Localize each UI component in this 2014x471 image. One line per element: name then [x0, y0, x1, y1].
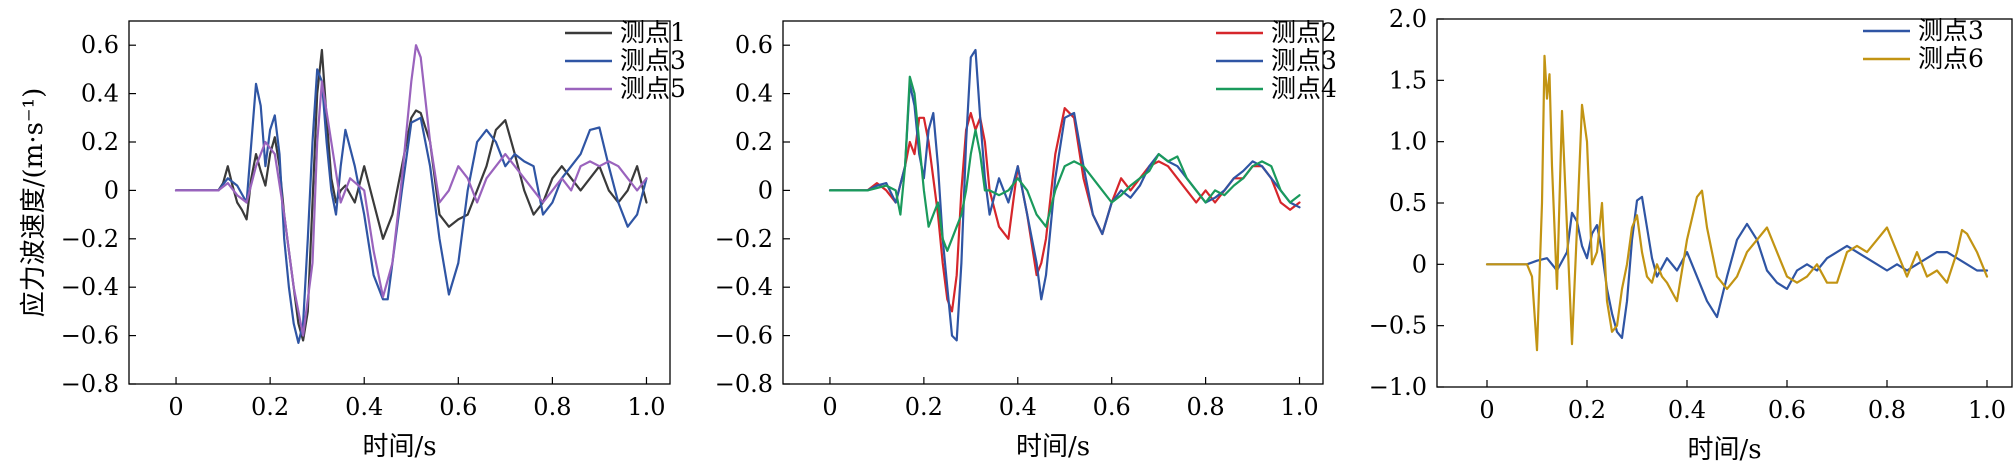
- y-tick-label: 1.5: [1389, 66, 1427, 94]
- x-tick-label: 0.6: [1768, 396, 1806, 424]
- y-tick-label: −0.6: [61, 322, 119, 350]
- legend-label: 测点6: [1918, 44, 1984, 73]
- x-tick-label: 0.6: [1093, 393, 1131, 421]
- x-tick-label: 0: [1479, 396, 1494, 424]
- plot-frame: [1436, 18, 2013, 388]
- y-tick-label: −0.2: [61, 225, 119, 253]
- y-tick-label: −0.4: [61, 273, 119, 301]
- plot-frame: [128, 20, 671, 385]
- y-tick-label: 0.2: [735, 128, 773, 156]
- x-axis-title: 时间/s: [362, 432, 436, 462]
- y-tick-label: −0.6: [715, 322, 773, 350]
- x-tick-label: 0.4: [345, 393, 383, 421]
- series-line: [828, 75, 1301, 252]
- series-line: [174, 68, 648, 344]
- plot-frame: [782, 20, 1324, 385]
- y-tick-label: 0.4: [81, 80, 119, 108]
- legend-label: 测点3: [620, 46, 686, 75]
- chart-panel-1: 0 0.2 0.4 0.6 0.8 1.0 −0.8 −0.6 −0.4 −0.2 0 0.2 0.4 0…: [19, 18, 686, 462]
- legend-label: 测点3: [1271, 46, 1337, 75]
- x-tick-label: 0.2: [1568, 396, 1606, 424]
- y-tick-label: 0: [758, 176, 773, 204]
- x-tick-label: 0: [168, 393, 183, 421]
- legend-label: 测点3: [1918, 16, 1984, 45]
- series-line: [1485, 195, 1989, 339]
- x-tick-label: 0.8: [533, 393, 571, 421]
- y-tick-label: −1.0: [1369, 373, 1427, 401]
- y-tick-label: 0.2: [81, 128, 119, 156]
- y-tick-label: −0.5: [1369, 312, 1427, 340]
- y-tick-label: 0.6: [735, 31, 773, 59]
- y-tick-label: −0.2: [715, 225, 773, 253]
- x-tick-label: 0.6: [439, 393, 477, 421]
- series-line: [174, 44, 648, 337]
- y-tick-label: 0.5: [1389, 189, 1427, 217]
- x-tick-label: 1.0: [1968, 396, 2006, 424]
- x-tick-label: 0: [822, 393, 837, 421]
- y-tick-label: 0: [104, 176, 119, 204]
- x-tick-label: 1.0: [627, 393, 665, 421]
- x-tick-label: 0.4: [999, 393, 1037, 421]
- y-axis-title: 应力波速度/(m·s⁻¹): [19, 88, 49, 317]
- y-tick-label: 0.6: [81, 31, 119, 59]
- chart-panel-3: 0 0.2 0.4 0.6 0.8 1.0 −1.0 −0.5 0 0.5 1.0 1.5 2.0 时间/…: [1369, 5, 2013, 465]
- x-tick-label: 1.0: [1280, 393, 1318, 421]
- x-tick-label: 0.2: [905, 393, 943, 421]
- series-line: [1485, 54, 1989, 352]
- y-tick-label: −0.8: [715, 370, 773, 398]
- x-axis-title: 时间/s: [1687, 435, 1761, 465]
- y-tick-label: −0.8: [61, 370, 119, 398]
- y-tick-label: 0: [1412, 250, 1427, 278]
- y-tick-label: 0.4: [735, 80, 773, 108]
- legend-label: 测点1: [620, 18, 686, 47]
- legend-label: 测点4: [1271, 74, 1337, 103]
- chart-panel-2: 0 0.2 0.4 0.6 0.8 1.0 −0.8 −0.6 −0.4 −0.2 0 0.2 0.4 0…: [715, 18, 1337, 462]
- y-tick-label: −0.4: [715, 273, 773, 301]
- y-tick-label: 2.0: [1389, 5, 1427, 33]
- x-tick-label: 0.2: [251, 393, 289, 421]
- x-tick-label: 0.8: [1187, 393, 1225, 421]
- series-line: [828, 48, 1301, 342]
- legend-label: 测点2: [1271, 18, 1337, 47]
- series-line: [174, 48, 648, 342]
- x-tick-label: 0.8: [1868, 396, 1906, 424]
- y-tick-label: 1.0: [1389, 128, 1427, 156]
- x-tick-label: 0.4: [1668, 396, 1706, 424]
- x-axis-title: 时间/s: [1016, 432, 1090, 462]
- legend-label: 测点5: [620, 74, 686, 103]
